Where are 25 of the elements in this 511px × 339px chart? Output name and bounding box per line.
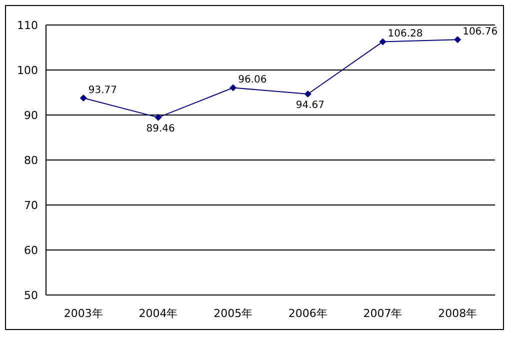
- x-tick-label: 2007年: [363, 306, 402, 320]
- x-tick-label: 2008年: [438, 306, 478, 320]
- x-tick-label: 2005年: [214, 306, 253, 320]
- y-tick-label: 100: [17, 64, 38, 77]
- y-tick-label: 80: [24, 154, 38, 167]
- y-tick-label: 50: [24, 288, 38, 302]
- point: [230, 84, 237, 92]
- data-label: 106.76: [462, 26, 498, 38]
- x-tick-label: 2003年: [64, 306, 103, 320]
- point: [154, 114, 162, 121]
- x-tick-label: 2004年: [138, 306, 178, 320]
- y-tick-label: 60: [24, 244, 38, 257]
- y-tick-label: 110: [17, 18, 38, 32]
- data-label: 96.06: [238, 74, 267, 86]
- data-label: 106.28: [388, 28, 423, 40]
- point: [80, 94, 87, 102]
- point: [304, 90, 312, 98]
- x-tick-label: 2006年: [288, 306, 328, 320]
- data-label: 89.46: [146, 123, 175, 134]
- data-label: 94.67: [296, 100, 325, 111]
- point: [379, 38, 386, 46]
- point: [454, 36, 462, 44]
- y-tick-label: 90: [24, 108, 38, 122]
- y-tick-label: 70: [24, 198, 38, 212]
- data-label: 93.77: [88, 85, 118, 96]
